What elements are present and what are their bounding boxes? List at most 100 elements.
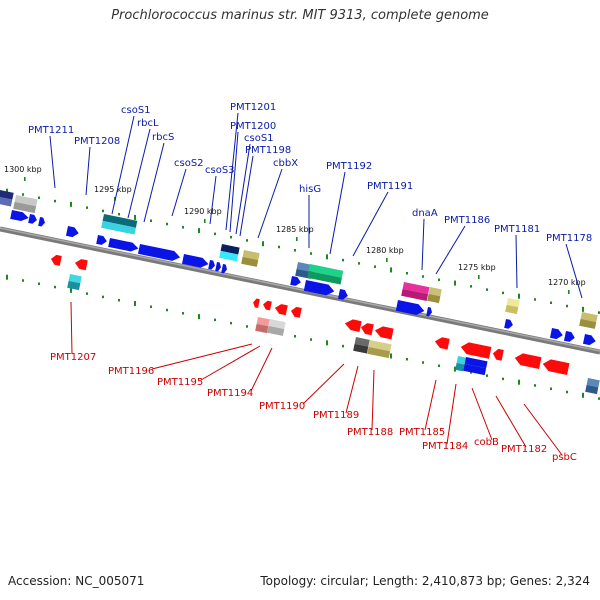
forward-gene-block-shade xyxy=(427,293,441,304)
forward-leader xyxy=(85,146,91,196)
tick-mark xyxy=(6,188,8,194)
reverse-gene xyxy=(274,304,288,316)
reverse-leader xyxy=(523,403,563,456)
forward-leader xyxy=(329,171,346,255)
tick-mark xyxy=(438,278,440,282)
forward-gene-label: PMT1192 xyxy=(326,161,372,172)
forward-gene-label: rbcS xyxy=(152,132,174,143)
reverse-gene-label: PMT1182 xyxy=(501,444,547,455)
reverse-gene-label: PMT1185 xyxy=(399,427,445,438)
reverse-gene-block xyxy=(456,356,466,365)
kbp-label: 1280 kbp xyxy=(366,246,404,255)
kbp-tick xyxy=(478,275,480,279)
reverse-gene-label: psbC xyxy=(552,452,577,463)
forward-gene xyxy=(504,319,513,329)
reverse-gene-block xyxy=(368,340,392,352)
tick-mark xyxy=(486,288,488,291)
reverse-gene-block xyxy=(256,317,270,327)
reverse-gene-label: PMT1207 xyxy=(50,352,96,363)
tick-mark xyxy=(598,397,600,400)
forward-leader xyxy=(171,168,187,217)
tick-mark xyxy=(406,271,408,275)
tick-mark xyxy=(134,214,136,220)
genome-backbone xyxy=(0,226,600,355)
forward-gene-block-shade xyxy=(241,256,259,267)
tick-mark xyxy=(294,249,296,252)
forward-gene xyxy=(303,280,335,296)
forward-leader xyxy=(565,243,583,299)
forward-gene-label: csoS3 xyxy=(205,165,235,176)
kbp-tick xyxy=(386,258,388,262)
tick-mark xyxy=(342,258,344,262)
tick-mark xyxy=(438,364,440,368)
forward-leader xyxy=(421,218,425,271)
reverse-gene-block-shade xyxy=(585,384,599,395)
forward-leader xyxy=(143,142,165,223)
tick-mark xyxy=(38,282,40,286)
tick-mark xyxy=(214,318,216,322)
forward-leader xyxy=(435,225,466,275)
reverse-gene xyxy=(50,254,62,266)
tick-mark xyxy=(422,361,424,364)
forward-gene xyxy=(290,276,301,286)
tick-mark xyxy=(86,206,88,209)
reverse-gene xyxy=(460,342,492,359)
forward-gene-label: csoS1 xyxy=(244,133,274,144)
tick-mark xyxy=(454,366,456,372)
kbp-label: 1285 kbp xyxy=(276,225,314,234)
reverse-gene xyxy=(263,300,272,311)
kbp-tick xyxy=(204,219,206,223)
reverse-gene-block xyxy=(586,378,600,388)
tick-mark xyxy=(150,305,152,308)
forward-gene xyxy=(96,235,107,245)
tick-mark xyxy=(166,308,168,312)
tick-mark xyxy=(198,228,200,234)
forward-gene-block-shade xyxy=(307,270,342,285)
forward-leader xyxy=(235,143,251,235)
forward-gene-label: PMT1201 xyxy=(230,102,276,113)
tick-mark xyxy=(294,335,296,338)
tick-mark xyxy=(518,293,520,299)
kbp-tick xyxy=(24,177,26,181)
tick-mark xyxy=(6,274,8,280)
reverse-gene-block xyxy=(268,319,286,330)
forward-gene-block xyxy=(580,312,598,323)
forward-gene-block-shade xyxy=(401,288,429,301)
forward-gene xyxy=(215,262,221,272)
label-leaders xyxy=(49,112,583,456)
reverse-gene xyxy=(514,353,542,369)
tick-mark xyxy=(470,285,472,288)
reverse-gene xyxy=(74,259,88,271)
tick-mark xyxy=(134,300,136,306)
forward-gene xyxy=(137,244,181,261)
reverse-leader xyxy=(446,383,457,445)
tick-mark xyxy=(534,298,536,301)
forward-gene-label: csoS1 xyxy=(121,105,151,116)
forward-gene-label: PMT1198 xyxy=(245,145,291,156)
reverse-gene xyxy=(344,319,362,332)
forward-gene-label: PMT1211 xyxy=(28,125,74,136)
forward-gene xyxy=(208,260,215,270)
forward-gene-label: csoS2 xyxy=(174,158,204,169)
tick-mark xyxy=(182,312,184,315)
tick-marks xyxy=(6,188,600,400)
forward-gene-label: PMT1178 xyxy=(546,233,592,244)
forward-gene xyxy=(549,328,563,340)
genome-summary-text: Topology: circular; Length: 2,410,873 bp… xyxy=(260,574,590,588)
tick-mark xyxy=(486,374,488,377)
tick-mark xyxy=(22,279,24,282)
reverse-gene-block xyxy=(354,337,370,347)
forward-gene-block-shade xyxy=(0,196,13,207)
tick-mark xyxy=(182,226,184,229)
reverse-gene-block-shade xyxy=(267,325,285,336)
tick-mark xyxy=(358,262,360,265)
kbp-tick xyxy=(296,237,298,241)
forward-gene-block xyxy=(14,195,38,207)
tick-mark xyxy=(550,387,552,390)
tick-mark xyxy=(54,285,56,289)
forward-leader xyxy=(127,128,151,219)
tick-mark xyxy=(534,384,536,387)
tick-mark xyxy=(70,287,72,293)
